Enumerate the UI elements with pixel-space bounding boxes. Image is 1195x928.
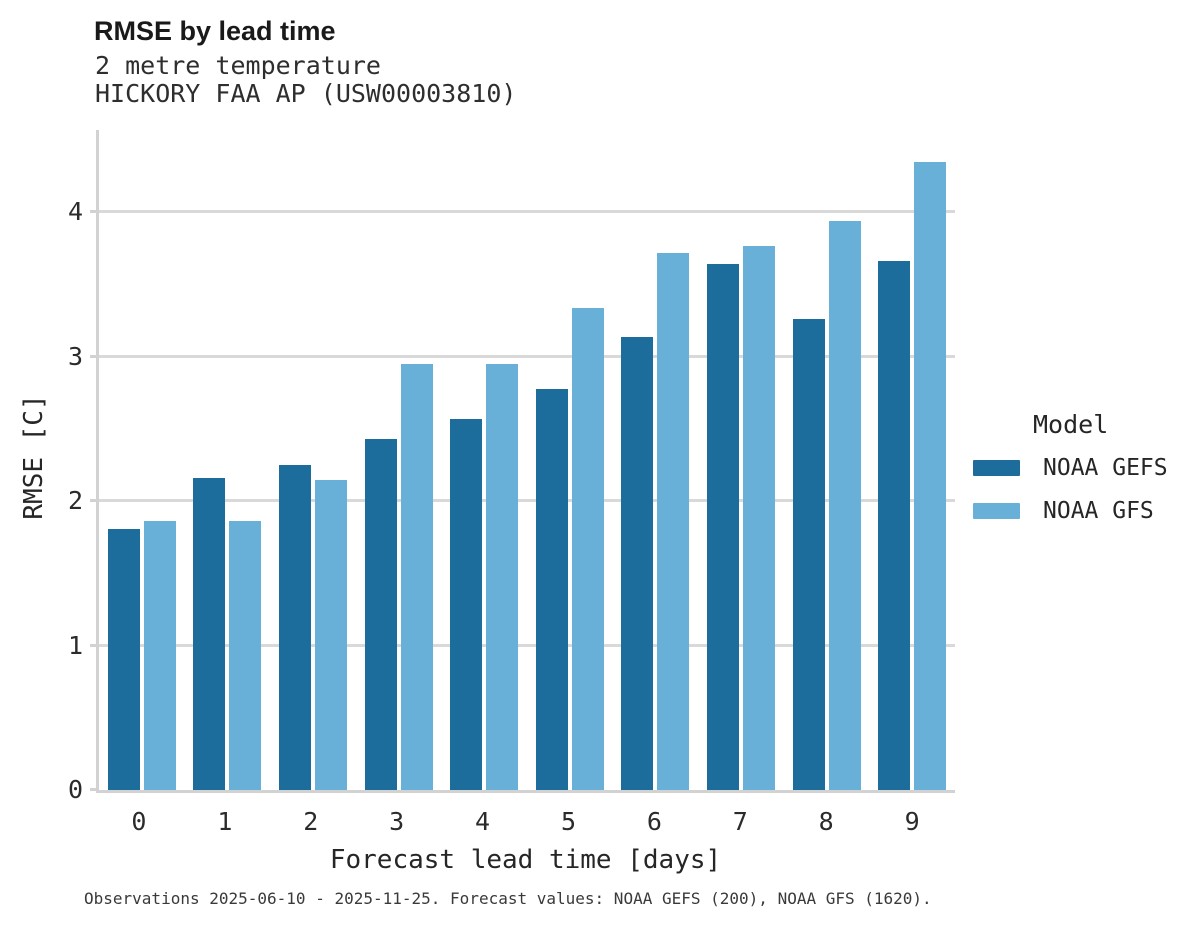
- x-tick-label-2: 2: [303, 807, 319, 836]
- x-tick-label-8: 8: [818, 807, 834, 836]
- y-gridline-4: [99, 210, 955, 214]
- legend-label: NOAA GEFS: [1043, 455, 1168, 481]
- x-tick-label-6: 6: [646, 807, 662, 836]
- bar-group-day-8: [784, 130, 870, 790]
- bar-noaa-gfs-day-9: [914, 161, 947, 790]
- bar-noaa-gfs-day-4: [486, 363, 519, 790]
- x-tick-label-0: 0: [131, 807, 147, 836]
- x-tick-label-5: 5: [560, 807, 577, 836]
- bar-group-day-0: [99, 130, 185, 790]
- y-tick-mark-1: [90, 643, 96, 647]
- y-tick-label-1: 1: [67, 630, 83, 660]
- bar-group-day-2: [270, 130, 356, 790]
- x-tick-label-3: 3: [389, 807, 405, 836]
- y-tick-label-2: 2: [67, 486, 83, 516]
- legend-items: NOAA GEFS NOAA GFS: [973, 455, 1168, 524]
- chart-title: RMSE by lead time: [94, 16, 336, 46]
- bar-group-day-4: [441, 130, 527, 790]
- bar-noaa-gfs-day-6: [657, 252, 690, 790]
- y-tick-mark-4: [90, 210, 96, 214]
- legend-swatch-icon: [973, 503, 1020, 519]
- bar-noaa-gefs-day-0: [107, 528, 140, 790]
- bar-noaa-gefs-day-6: [621, 336, 654, 790]
- y-tick-label-0: 0: [67, 775, 83, 804]
- bar-noaa-gfs-day-2: [314, 479, 347, 790]
- x-axis-ticks: 0 1 2 3 4 5 6 7 8 9: [96, 806, 955, 838]
- x-axis-label: Forecast lead time [days]: [329, 845, 722, 875]
- bar-group-day-5: [527, 130, 613, 790]
- bars-layer: [99, 130, 955, 790]
- bar-noaa-gefs-day-2: [278, 465, 311, 790]
- x-tick-label-4: 4: [475, 807, 491, 836]
- legend-swatch-icon: [973, 460, 1020, 476]
- chart-subtitle-variable: 2 metre temperature: [95, 51, 381, 80]
- bar-noaa-gefs-day-4: [450, 418, 483, 790]
- y-tick-mark-2: [90, 499, 96, 503]
- bar-group-day-7: [698, 130, 784, 790]
- x-tick-label-1: 1: [217, 807, 233, 836]
- bar-group-day-3: [356, 130, 442, 790]
- bar-noaa-gefs-day-1: [193, 478, 226, 790]
- y-tick-mark-0: [90, 788, 96, 791]
- legend-item-noaa-gfs: NOAA GFS: [973, 498, 1168, 524]
- bar-noaa-gefs-day-8: [792, 319, 825, 790]
- y-tick-label-3: 3: [67, 341, 83, 371]
- bar-noaa-gfs-day-3: [400, 363, 433, 790]
- bar-group-day-9: [869, 130, 955, 790]
- bar-noaa-gefs-day-7: [706, 264, 739, 790]
- y-tick-mark-3: [90, 354, 96, 358]
- bar-noaa-gefs-day-3: [364, 439, 397, 790]
- y-gridline-3: [99, 354, 955, 358]
- x-tick-label-7: 7: [732, 807, 748, 836]
- footer-note: Observations 2025-06-10 - 2025-11-25. Fo…: [84, 889, 932, 908]
- bar-noaa-gefs-day-9: [878, 261, 911, 790]
- x-tick-label-9: 9: [904, 807, 920, 836]
- plot-area: 0 1 2 3 4: [68, 130, 955, 804]
- bar-noaa-gfs-day-5: [571, 307, 604, 790]
- bar-noaa-gfs-day-7: [742, 245, 775, 790]
- y-tick-label-4: 4: [67, 197, 83, 227]
- y-gridline-2: [99, 499, 955, 503]
- legend-title: Model: [1033, 410, 1109, 439]
- legend: Model NOAA GEFS NOAA GFS: [973, 410, 1168, 524]
- legend-item-noaa-gefs: NOAA GEFS: [973, 455, 1168, 481]
- legend-label: NOAA GFS: [1043, 498, 1154, 524]
- bar-noaa-gefs-day-5: [535, 388, 568, 790]
- bar-noaa-gfs-day-1: [229, 521, 262, 790]
- bar-group-day-6: [613, 130, 699, 790]
- chart-subtitle-station: HICKORY FAA AP (USW00003810): [95, 79, 517, 108]
- bar-group-day-1: [185, 130, 271, 790]
- bar-noaa-gfs-day-8: [828, 221, 861, 790]
- y-gridline-1: [99, 643, 955, 647]
- bar-noaa-gfs-day-0: [143, 521, 176, 790]
